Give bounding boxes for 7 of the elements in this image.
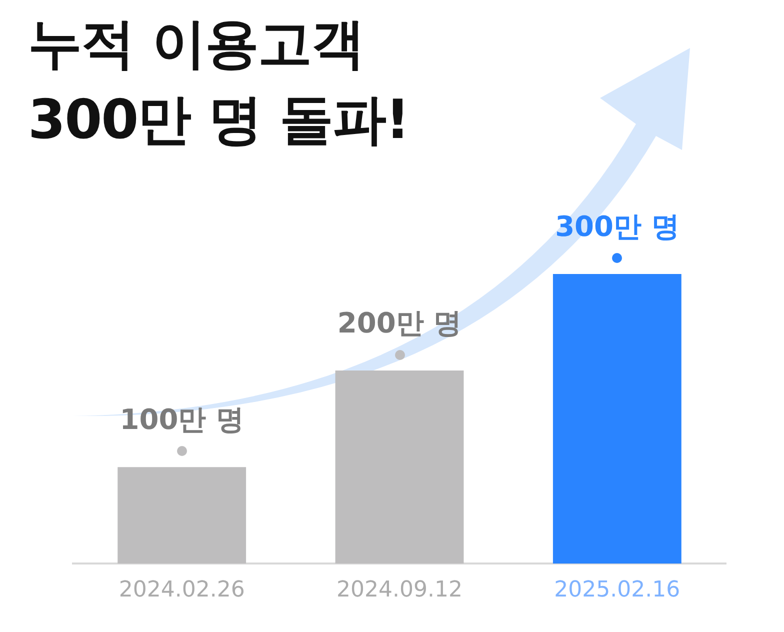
x-tick-label: 2025.02.16 — [554, 578, 680, 603]
data-label: 100만 명 — [120, 403, 244, 436]
x-tick-label: 2024.09.12 — [336, 578, 462, 603]
x-tick-label: 2024.02.26 — [118, 578, 245, 603]
data-label: 200만 명 — [337, 306, 462, 340]
chart-title: 누적 이용고객 300만 명 돌파! — [28, 11, 409, 153]
data-label: 300만 명 — [555, 210, 680, 243]
